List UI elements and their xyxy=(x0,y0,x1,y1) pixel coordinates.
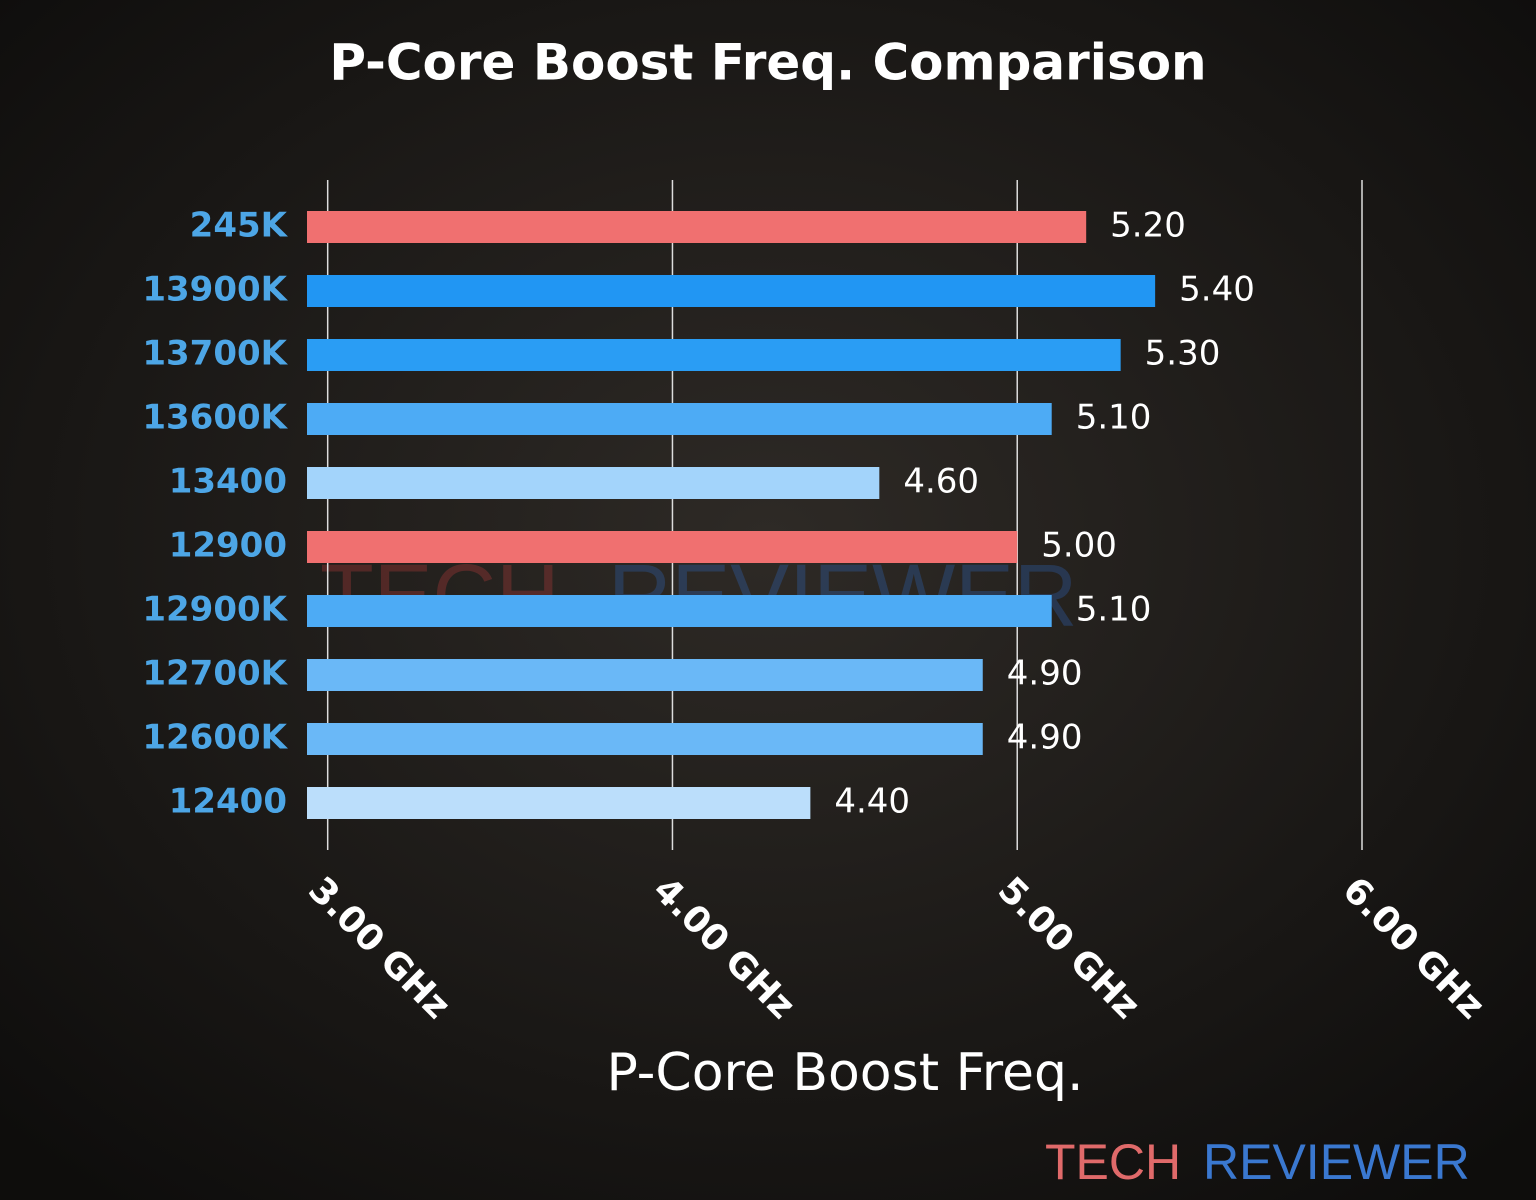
y-tick-label: 13700K xyxy=(142,334,288,374)
y-tick-label: 12900K xyxy=(142,590,288,630)
y-tick-label: 12400 xyxy=(169,782,287,822)
value-label: 4.90 xyxy=(1007,654,1083,694)
value-label: 5.10 xyxy=(1076,590,1152,630)
bar xyxy=(307,531,1018,563)
value-label: 4.40 xyxy=(834,782,910,822)
bar xyxy=(307,595,1052,627)
value-label: 5.40 xyxy=(1179,270,1255,310)
y-tick-label: 13400 xyxy=(169,462,287,502)
y-tick-label: 13600K xyxy=(142,398,288,438)
bar xyxy=(307,659,983,691)
bar xyxy=(307,403,1052,435)
y-tick-label: 245K xyxy=(190,206,289,246)
x-axis-label: P-Core Boost Freq. xyxy=(606,1043,1083,1103)
value-label: 5.30 xyxy=(1145,334,1221,374)
y-tick-label: 13900K xyxy=(142,270,288,310)
bar xyxy=(307,211,1087,243)
bar xyxy=(307,339,1121,371)
bar xyxy=(307,787,811,819)
chart-title: P-Core Boost Freq. Comparison xyxy=(329,34,1206,92)
bar xyxy=(307,467,880,499)
value-label: 4.60 xyxy=(903,462,979,502)
bar xyxy=(307,275,1156,307)
bar xyxy=(307,723,983,755)
value-label: 5.10 xyxy=(1076,398,1152,438)
value-label: 4.90 xyxy=(1007,718,1083,758)
y-tick-label: 12700K xyxy=(142,654,288,694)
value-label: 5.20 xyxy=(1110,206,1186,246)
y-tick-label: 12600K xyxy=(142,718,288,758)
logo-left: TECH xyxy=(1045,1134,1181,1190)
value-label: 5.00 xyxy=(1041,526,1117,566)
y-tick-label: 12900 xyxy=(169,526,287,566)
logo-right: REVIEWER xyxy=(1203,1134,1470,1190)
